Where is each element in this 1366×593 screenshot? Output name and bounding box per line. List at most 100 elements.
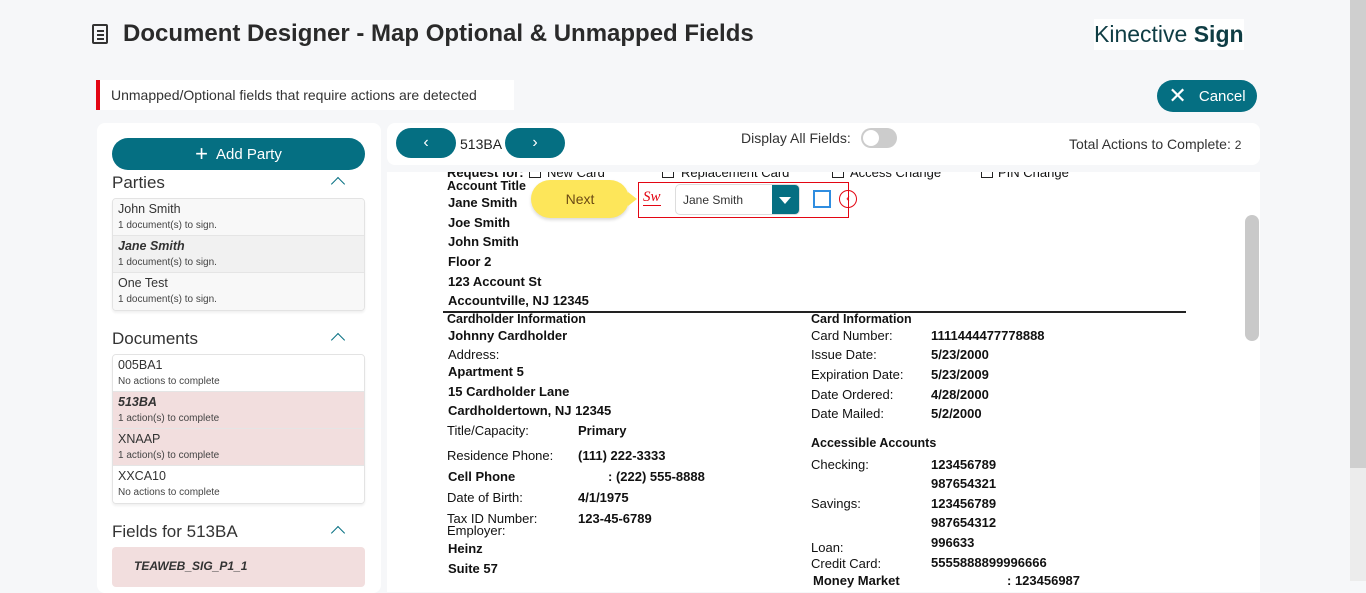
parties-list: John Smith 1 document(s) to sign. Jane Sm… [112, 198, 365, 311]
document-item[interactable]: XNAAP 1 action(s) to complete [113, 429, 364, 466]
doc-text: Replacement Card [681, 172, 790, 180]
document-status: No actions to complete [118, 376, 220, 387]
document-name: 005BA1 [118, 358, 163, 372]
field-item[interactable]: TEAWEB_SIG_P1_1 [112, 547, 365, 587]
chevron-down-icon[interactable] [772, 185, 799, 214]
doc-text: 1111444477778888 [931, 328, 1045, 343]
doc-text: Request for: [447, 172, 524, 180]
display-all-toggle[interactable] [861, 128, 897, 148]
doc-text: 5/23/2009 [931, 367, 989, 382]
chevron-up-icon[interactable] [330, 332, 346, 342]
add-party-button[interactable]: + Add Party [112, 138, 365, 170]
doc-text: : (222) 555-8888 [608, 469, 705, 484]
party-item[interactable]: One Test 1 document(s) to sign. [113, 273, 364, 310]
doc-text: Savings: [811, 496, 861, 511]
current-document-name: 513BA [460, 136, 503, 152]
doc-text: Jane Smith [448, 195, 518, 210]
window-scrollbar[interactable] [1350, 0, 1366, 468]
display-all-label: Display All Fields: [741, 130, 851, 146]
doc-text: 4/1/1975 [578, 490, 629, 505]
doc-text: Heinz [448, 541, 483, 556]
doc-text: 123456789 [931, 457, 997, 472]
chevron-up-icon[interactable] [330, 176, 346, 186]
add-party-label: Add Party [215, 145, 282, 163]
document-status: 1 action(s) to complete [118, 450, 220, 461]
doc-text: 15 Cardholder Lane [448, 384, 570, 399]
party-status: 1 document(s) to sign. [118, 294, 217, 305]
signature-icon: Sw [643, 189, 661, 206]
document-item[interactable]: XXCA10 No actions to complete [113, 466, 364, 503]
party-name: John Smith [118, 202, 181, 216]
doc-text: Apartment 5 [448, 364, 524, 379]
doc-text: Joe Smith [448, 215, 511, 230]
prev-document-button[interactable]: ‹ [396, 128, 456, 158]
alert-banner: Unmapped/Optional fields that require ac… [96, 80, 514, 110]
cancel-button[interactable]: ✕ Cancel [1157, 80, 1257, 112]
optional-checkbox[interactable] [813, 190, 831, 208]
chevron-up-icon[interactable] [330, 525, 346, 535]
doc-text: Suite 57 [448, 561, 498, 576]
document-item[interactable]: 513BA 1 action(s) to complete [113, 392, 364, 429]
doc-text: Title/Capacity: [447, 423, 529, 438]
party-name: One Test [118, 276, 168, 290]
document-status: 1 action(s) to complete [118, 413, 220, 424]
parties-heading: Parties [112, 173, 165, 192]
document-status: No actions to complete [118, 487, 220, 498]
doc-text: Tax ID Number: [447, 511, 538, 526]
doc-text: Cell Phone [448, 469, 516, 484]
doc-text: 5555888899996666 [931, 555, 1047, 570]
doc-text: Primary [578, 423, 627, 438]
doc-text: 987654321 [931, 476, 997, 491]
doc-text: Accountville, NJ 12345 [448, 293, 589, 308]
document-item[interactable]: 005BA1 No actions to complete [113, 355, 364, 392]
document-page: Request for: New Card Replacement Card A… [387, 172, 1260, 592]
doc-text: 5/23/2000 [931, 347, 989, 362]
doc-text: Checking: [811, 457, 869, 472]
next-field-button[interactable]: Next [531, 180, 637, 218]
next-document-button[interactable]: › [505, 128, 565, 158]
doc-text: Card Number: [811, 328, 893, 343]
doc-text: 4/28/2000 [931, 387, 989, 402]
logo-text-bold: Sign [1193, 21, 1244, 47]
party-status: 1 document(s) to sign. [118, 257, 217, 268]
fields-heading: Fields for 513BA [112, 522, 238, 541]
document-icon [92, 24, 108, 44]
plus-icon: + [195, 141, 208, 166]
document-name: XXCA10 [118, 469, 166, 483]
doc-text: 5/2/2000 [931, 406, 982, 421]
page-title: Document Designer - Map Optional & Unmap… [123, 20, 754, 47]
chevron-left-icon: ‹ [423, 134, 429, 151]
chevron-right-icon: › [532, 134, 538, 151]
doc-text: 123456789 [931, 496, 997, 511]
documents-heading: Documents [112, 329, 198, 348]
doc-text: Cardholdertown, NJ 12345 [448, 403, 612, 418]
party-item[interactable]: Jane Smith 1 document(s) to sign. [113, 236, 364, 273]
cancel-label: Cancel [1198, 87, 1246, 105]
doc-text: Access Change [850, 172, 942, 180]
documents-list: 005BA1 No actions to complete 513BA 1 acti… [112, 354, 365, 504]
document-name: 513BA [118, 395, 157, 409]
doc-text: Date of Birth: [447, 490, 523, 505]
doc-text: Account Title [447, 179, 526, 193]
divider [443, 311, 1186, 313]
collapse-icon[interactable]: ‹ [839, 190, 857, 208]
doc-text: New Card [547, 172, 605, 180]
party-item[interactable]: John Smith 1 document(s) to sign. [113, 199, 364, 236]
doc-text: Cardholder Information [447, 312, 586, 326]
document-name: XNAAP [118, 432, 161, 446]
document-scrollbar[interactable] [1245, 215, 1259, 341]
doc-text: 123-45-6789 [578, 511, 652, 526]
doc-text: (111) 222-3333 [578, 448, 666, 463]
signer-select[interactable]: Jane Smith [675, 184, 800, 215]
doc-text: Floor 2 [448, 254, 492, 269]
doc-text: Expiration Date: [811, 367, 904, 382]
doc-text: Accessible Accounts [811, 436, 937, 450]
logo-text: Kinective [1094, 21, 1188, 47]
total-actions: Total Actions to Complete: 2 [1069, 136, 1241, 152]
party-status: 1 document(s) to sign. [118, 220, 217, 231]
total-actions-label: Total Actions to Complete: [1069, 136, 1231, 152]
signer-value: Jane Smith [683, 193, 744, 207]
logo: Kinective Sign [1094, 19, 1244, 50]
doc-text: 987654312 [931, 515, 997, 530]
doc-text: 996633 [931, 535, 975, 550]
